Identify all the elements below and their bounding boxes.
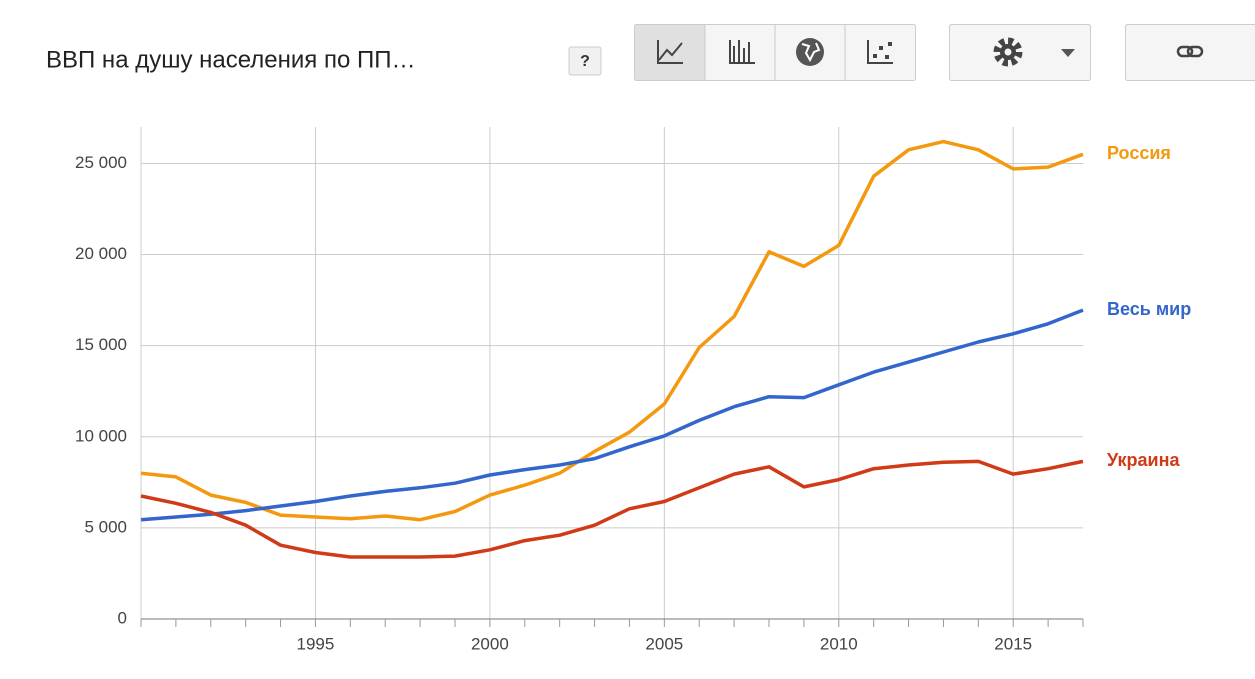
legend-label: Россия	[1107, 143, 1171, 163]
chart-type-buttons	[634, 24, 916, 81]
y-tick-label: 15 000	[75, 335, 127, 354]
map-chart-icon[interactable]	[796, 38, 824, 66]
link-icon	[1176, 45, 1194, 58]
series-line	[140, 139, 1084, 522]
y-tick-label: 0	[118, 608, 127, 627]
y-tick-label: 10 000	[75, 426, 127, 445]
chart-title: ВВП на душу населения по ПП…	[46, 46, 415, 73]
legend-label: Весь мир	[1107, 299, 1191, 319]
x-tick-label: 2005	[645, 634, 683, 653]
x-tick-label: 1995	[297, 634, 335, 653]
y-tick-label: 20 000	[75, 244, 127, 263]
gear-teeth	[993, 37, 1023, 67]
link-button[interactable]	[1125, 24, 1255, 81]
settings-button[interactable]	[949, 24, 1091, 81]
line-chart-icon[interactable]	[657, 40, 683, 64]
scatter-dots	[873, 42, 892, 59]
x-tick-label: 2000	[471, 634, 509, 653]
y-tick-label: 5 000	[84, 517, 127, 536]
bar-chart-icon[interactable]	[729, 40, 755, 64]
x-tick-label: 2015	[994, 634, 1032, 653]
help-button-frame[interactable]	[568, 46, 602, 76]
series-line	[140, 459, 1084, 559]
x-tick-label: 2010	[820, 634, 858, 653]
series-line	[140, 308, 1084, 522]
legend-label: Украина	[1107, 450, 1180, 470]
help-button[interactable]: ?	[568, 46, 602, 76]
gear-hole	[1004, 48, 1012, 56]
help-button-label[interactable]: ?	[580, 53, 590, 70]
link-frame[interactable]	[1125, 24, 1255, 81]
dropdown-arrow	[1061, 49, 1075, 57]
scatter-chart-icon[interactable]	[867, 40, 893, 64]
link-icon	[1186, 45, 1204, 58]
y-tick-label: 25 000	[75, 153, 127, 172]
